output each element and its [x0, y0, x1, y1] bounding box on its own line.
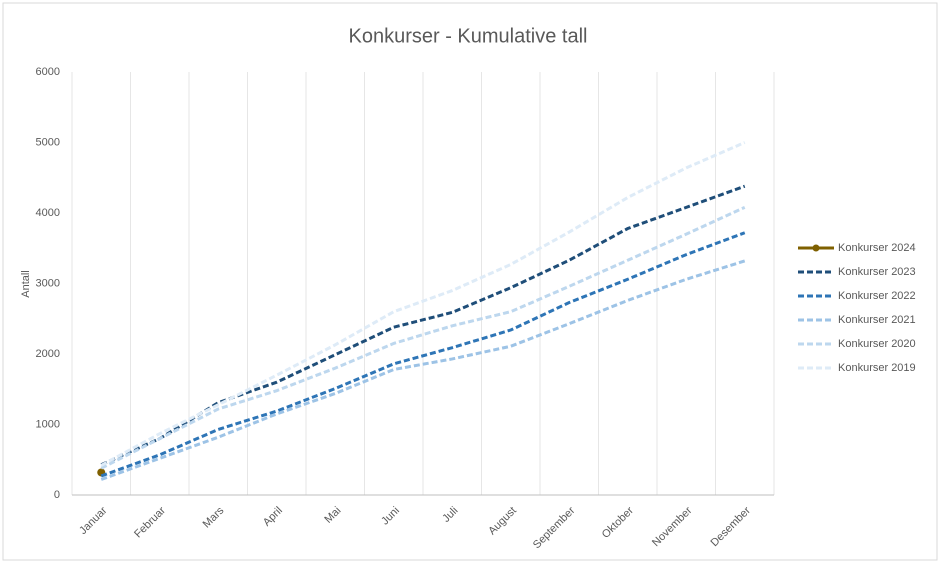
y-tick-label: 6000 — [36, 66, 60, 78]
chart-frame — [2, 2, 938, 561]
y-tick-label: 1000 — [36, 418, 60, 430]
legend-label: Konkurser 2019 — [838, 362, 916, 374]
legend-marker — [812, 244, 820, 252]
legend-label: Konkurser 2021 — [838, 314, 916, 326]
series-line — [100, 141, 746, 467]
series-line — [100, 231, 746, 478]
y-axis-label: Antall — [20, 270, 32, 298]
legend-label: Konkurser 2020 — [838, 338, 916, 350]
chart-title: Konkurser - Kumulative tall — [349, 25, 588, 47]
y-tick-label: 0 — [54, 489, 60, 501]
y-tick-label: 3000 — [36, 277, 60, 289]
series-line — [100, 205, 746, 470]
legend-label: Konkurser 2022 — [838, 290, 916, 302]
y-tick-label: 5000 — [36, 136, 60, 148]
series-line — [100, 259, 746, 481]
legend-label: Konkurser 2024 — [838, 242, 916, 254]
y-tick-label: 2000 — [36, 348, 60, 360]
y-tick-label: 4000 — [36, 207, 60, 219]
legend-label: Konkurser 2023 — [838, 266, 916, 278]
